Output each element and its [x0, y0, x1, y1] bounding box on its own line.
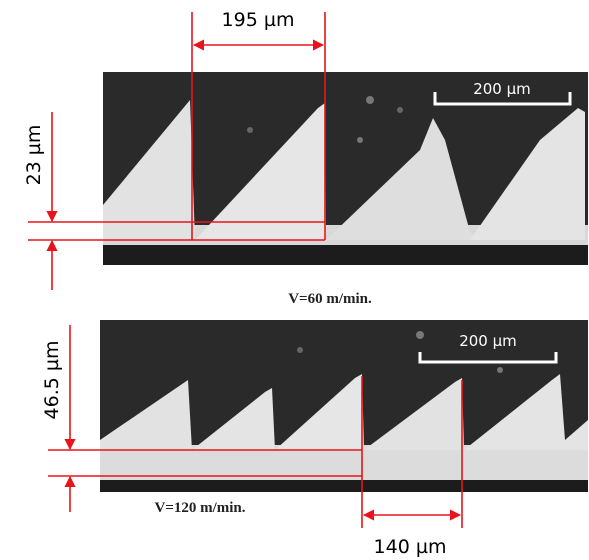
- scale-bar-top: 200 µm: [433, 80, 572, 106]
- scale-label: 200 µm: [473, 80, 531, 98]
- caption: V=120 m/min.: [154, 500, 245, 516]
- micrograph-bottom: [100, 320, 588, 492]
- dimension-lines-bottom: [48, 325, 463, 528]
- micrograph-top: [103, 72, 588, 265]
- dimension-lines-top: [28, 12, 326, 290]
- dimension-label: 23 µm: [23, 125, 45, 186]
- scale-bar-bottom: 200 µm: [418, 332, 558, 364]
- scale-label: 200 µm: [459, 332, 517, 350]
- dimension-label: 46.5 µm: [41, 341, 63, 420]
- dimension-label: 140 µm: [374, 536, 447, 558]
- dimension-label: 195 µm: [222, 9, 295, 31]
- caption: V=60 m/min.: [288, 291, 372, 307]
